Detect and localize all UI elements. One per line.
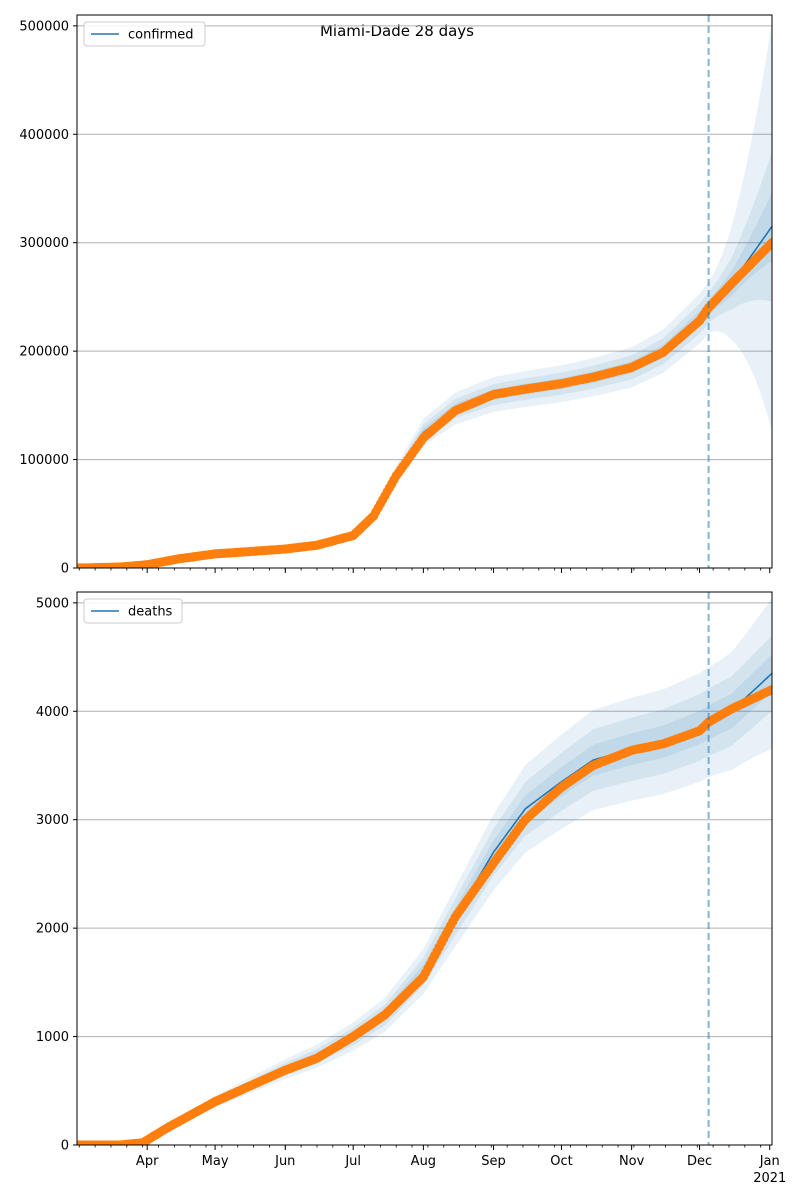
x-tick-label: Jun bbox=[274, 1154, 295, 1169]
figure-title: Miami-Dade 28 days bbox=[320, 22, 474, 40]
x-tick-label: Dec bbox=[687, 1154, 712, 1169]
y-tick-label: 1000 bbox=[36, 1030, 69, 1045]
observed-point bbox=[767, 238, 772, 248]
y-tick-label: 0 bbox=[61, 1139, 69, 1154]
legend-box bbox=[83, 21, 206, 47]
observed-point bbox=[767, 685, 772, 695]
y-tick-label: 200000 bbox=[19, 345, 69, 360]
legend: deaths bbox=[83, 598, 183, 624]
x-tick-label: Oct bbox=[550, 1154, 572, 1169]
y-tick-label: 400000 bbox=[19, 128, 69, 143]
x-tick-label: Sep bbox=[481, 1154, 506, 1169]
y-tick-label: 100000 bbox=[19, 453, 69, 468]
y-tick-label: 4000 bbox=[36, 705, 69, 720]
panel-confirmed: 0 100000 200000 300000 400000 500000 confirmed bbox=[19, 14, 773, 577]
x-tick-label: May bbox=[202, 1154, 229, 1169]
x-tick-label: Jul bbox=[344, 1154, 361, 1169]
legend-box bbox=[83, 598, 183, 624]
y-tick-label: 500000 bbox=[19, 19, 69, 34]
uncertainty-band-outer bbox=[77, 597, 772, 1145]
x-tick-label: Aug bbox=[411, 1154, 436, 1169]
y-tick-label: 5000 bbox=[36, 596, 69, 611]
y-tick-label: 300000 bbox=[19, 236, 69, 251]
x-tick-label: Apr bbox=[136, 1154, 159, 1169]
legend: confirmed bbox=[83, 21, 206, 47]
legend-label: deaths bbox=[128, 605, 173, 620]
x-tick-label: Nov bbox=[619, 1154, 645, 1169]
y-tick-label: 3000 bbox=[36, 813, 69, 828]
x-tick-label: Jan bbox=[759, 1154, 780, 1169]
axes-frame bbox=[76, 591, 773, 1146]
plot-area bbox=[77, 21, 772, 568]
y-tick-label: 2000 bbox=[36, 922, 69, 937]
axes-frame bbox=[76, 14, 773, 569]
y-tick-label: 0 bbox=[61, 562, 69, 577]
panel-deaths: 0 1000 2000 3000 4000 5000 Apr May Jun Jul Aug Sep O… bbox=[36, 591, 786, 1186]
legend-label: confirmed bbox=[128, 28, 194, 43]
uncertainty-band-middle bbox=[77, 151, 772, 568]
x-year-label: 2021 bbox=[753, 1171, 786, 1186]
